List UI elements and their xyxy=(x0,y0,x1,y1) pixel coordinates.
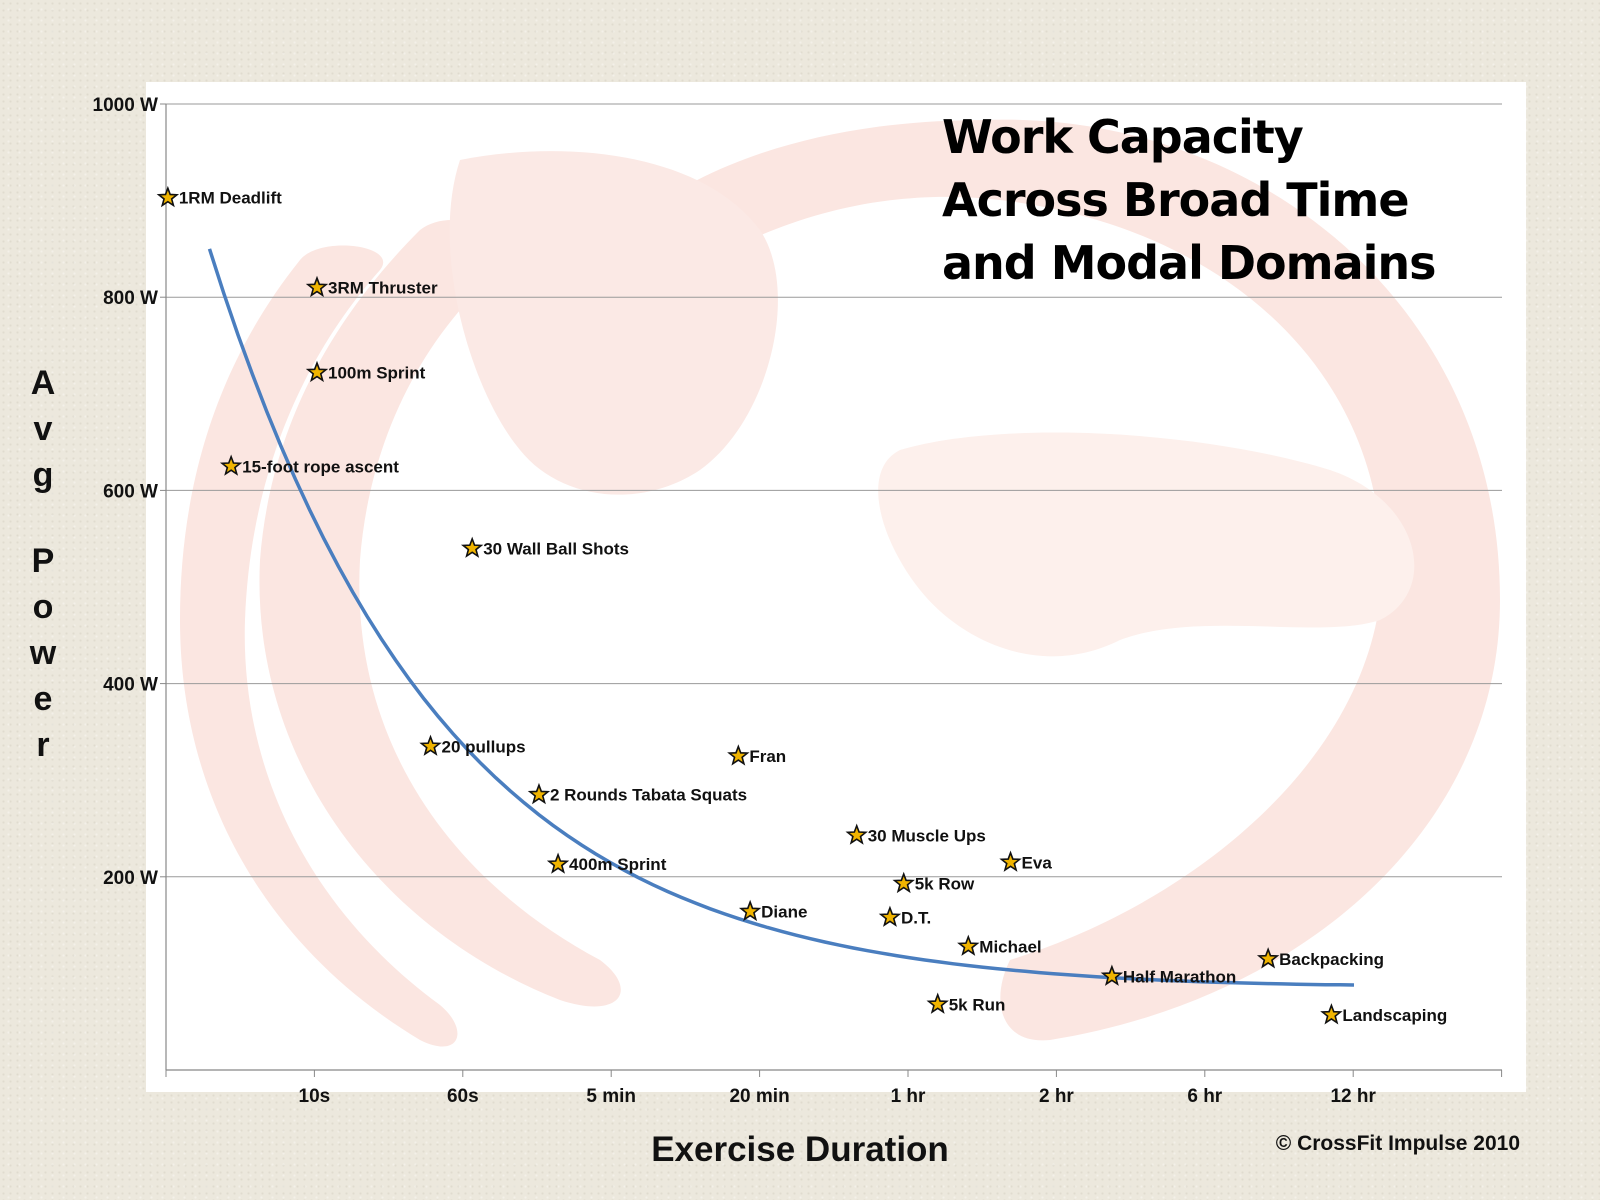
x-tick-label: 5 min xyxy=(586,1086,636,1107)
point-label: Eva xyxy=(1022,853,1053,872)
star-marker xyxy=(1100,964,1124,986)
gridlines xyxy=(160,103,1502,878)
copyright-notice: © CrossFit Impulse 2010 xyxy=(1275,1132,1520,1155)
y-axis-label-letter: w xyxy=(29,634,57,672)
data-point: Half Marathon xyxy=(1100,964,1236,986)
point-label: 3RM Thruster xyxy=(328,279,438,298)
y-axis-label-letter: g xyxy=(32,456,54,494)
point-label: 1RM Deadlift xyxy=(179,189,282,208)
y-axis-label-letter: P xyxy=(31,542,55,580)
data-point: D.T. xyxy=(878,905,931,927)
point-label: 400m Sprint xyxy=(569,855,667,874)
y-axis-label-letter: e xyxy=(33,680,53,718)
point-label: 15-foot rope ascent xyxy=(242,457,399,476)
star-marker xyxy=(878,905,902,927)
data-point: 5k Row xyxy=(892,871,975,894)
data-point: 5k Run xyxy=(926,992,1006,1014)
data-point: Fran xyxy=(727,744,786,766)
data-points: 1RM Deadlift 3RM Thruster 100m Sprint 15-fo… xyxy=(156,185,1447,1025)
star-marker xyxy=(1256,947,1280,969)
star-marker xyxy=(419,734,442,756)
point-label: Backpacking xyxy=(1279,950,1384,969)
star-marker xyxy=(845,823,868,845)
chart-title-line: Work Capacity xyxy=(942,110,1304,164)
data-point: 400m Sprint xyxy=(546,852,667,874)
x-axis-label: Exercise Duration xyxy=(651,1130,949,1169)
data-point: 1RM Deadlift xyxy=(156,185,282,208)
star-marker xyxy=(727,744,750,766)
point-label: 30 Wall Ball Shots xyxy=(483,539,629,558)
x-tick-labels: 10s 60s 5 min 20 min 1 hr 2 hr 6 hr 12 hr xyxy=(299,1086,1377,1107)
y-tick-label: 400 W xyxy=(103,675,158,696)
point-label: 2 Rounds Tabata Squats xyxy=(550,786,747,805)
data-point: 20 pullups xyxy=(419,734,526,756)
watermark-logo xyxy=(180,119,1500,1047)
y-tick-label: 1000 W xyxy=(93,95,159,116)
data-point: 15-foot rope ascent xyxy=(219,454,399,476)
star-marker xyxy=(738,899,762,922)
data-point: Diane xyxy=(738,899,807,922)
x-tick-label: 20 min xyxy=(729,1086,789,1107)
star-marker xyxy=(1320,1003,1343,1025)
y-axis-label-letter: A xyxy=(30,364,56,402)
point-label: Michael xyxy=(979,937,1041,956)
data-point: 2 Rounds Tabata Squats xyxy=(527,782,747,805)
x-tick-label: 60s xyxy=(447,1086,479,1107)
data-point: Michael xyxy=(957,934,1042,956)
point-label: D.T. xyxy=(901,908,931,927)
data-point: Eva xyxy=(999,850,1053,872)
chart-title-line: and Modal Domains xyxy=(942,236,1436,290)
y-tick-label: 600 W xyxy=(103,481,158,502)
point-label: 5k Run xyxy=(949,995,1006,1014)
y-tick-label: 800 W xyxy=(103,288,158,309)
point-label: Half Marathon xyxy=(1123,967,1236,986)
star-marker xyxy=(305,275,329,298)
data-point: Landscaping xyxy=(1320,1003,1447,1025)
star-marker xyxy=(219,454,243,476)
point-label: 30 Muscle Ups xyxy=(868,826,986,845)
chart-title: Work Capacity Across Broad Time and Modal … xyxy=(942,110,1437,290)
star-marker xyxy=(305,360,329,383)
point-label: 20 pullups xyxy=(442,737,526,756)
point-label: 5k Row xyxy=(915,875,975,894)
point-label: Landscaping xyxy=(1342,1006,1447,1025)
trend-curve xyxy=(207,248,1355,987)
star-marker xyxy=(460,536,484,558)
point-label: Fran xyxy=(749,747,786,766)
data-point: 3RM Thruster xyxy=(305,275,438,298)
x-tick-label: 10s xyxy=(299,1086,331,1107)
star-marker xyxy=(926,992,949,1014)
x-tick-label: 12 hr xyxy=(1330,1086,1376,1107)
x-tick-label: 6 hr xyxy=(1187,1086,1222,1107)
star-marker xyxy=(527,782,551,805)
y-axis-label-letter: v xyxy=(33,410,53,448)
star-marker xyxy=(156,185,180,208)
star-marker xyxy=(957,934,980,956)
star-marker xyxy=(892,871,915,894)
y-tick-labels: 200 W 400 W 600 W 800 W 1000 W xyxy=(93,95,159,889)
data-point: Backpacking xyxy=(1256,947,1384,969)
y-tick-label: 200 W xyxy=(103,868,158,889)
data-point: 30 Wall Ball Shots xyxy=(460,536,629,558)
data-point: 30 Muscle Ups xyxy=(845,823,986,845)
data-point: 100m Sprint xyxy=(305,360,426,383)
axes xyxy=(165,104,1503,1077)
star-marker xyxy=(999,850,1022,872)
y-axis-label-letter: r xyxy=(36,726,50,764)
chart-title-line: Across Broad Time xyxy=(942,173,1409,227)
y-axis-label-letter: o xyxy=(32,588,54,626)
x-tick-label: 2 hr xyxy=(1039,1086,1074,1107)
point-label: 100m Sprint xyxy=(328,364,426,383)
x-tick-label: 1 hr xyxy=(891,1086,926,1107)
point-label: Diane xyxy=(761,903,807,922)
star-marker xyxy=(546,852,570,874)
